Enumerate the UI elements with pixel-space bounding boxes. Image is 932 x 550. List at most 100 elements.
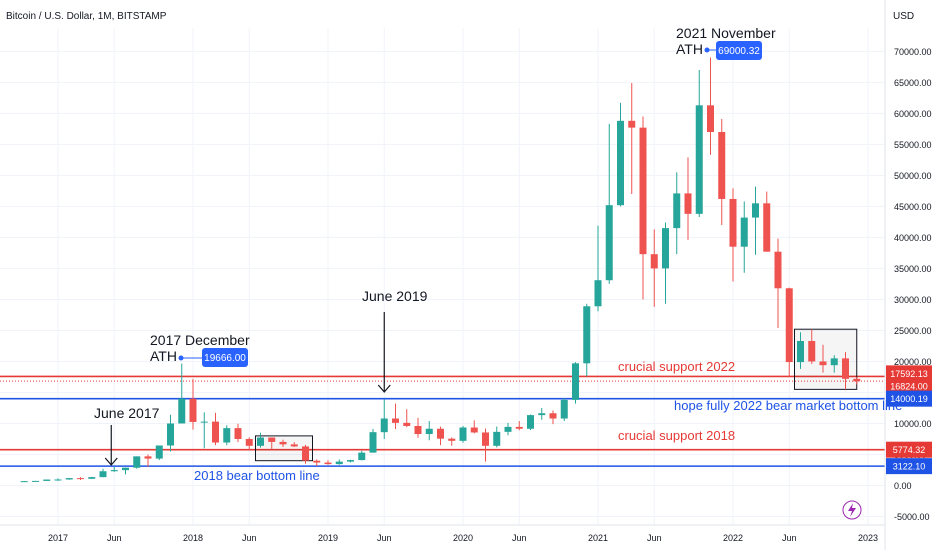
x-tick-label: 2019 <box>318 533 338 543</box>
price-tag-label: 14000.19 <box>890 394 928 404</box>
candle <box>122 467 129 475</box>
candle-body <box>20 481 28 483</box>
candle <box>178 363 186 424</box>
candle <box>335 459 343 465</box>
y-tick-label: 25000.00 <box>894 326 932 336</box>
y-tick-label: -5000.00 <box>894 512 930 522</box>
candle <box>223 425 231 446</box>
candle <box>740 201 748 273</box>
ath-2017-dot <box>178 355 184 361</box>
range-boxes <box>255 328 858 462</box>
price-tag <box>886 390 932 407</box>
candle <box>167 414 174 452</box>
candle-body <box>65 478 73 480</box>
candle <box>212 412 219 446</box>
y-tick-label: 65000.00 <box>894 78 932 88</box>
candle-body <box>605 205 613 281</box>
candle-body <box>819 361 827 366</box>
candle-body <box>155 445 163 459</box>
candle <box>380 399 388 439</box>
x-tick-label: 2023 <box>858 533 878 543</box>
candle <box>414 417 422 438</box>
candle <box>628 82 636 195</box>
ath-2021-subtitle: ATH <box>676 41 703 57</box>
x-tick-label: Jun <box>647 533 662 543</box>
candle <box>662 222 669 304</box>
candle-body <box>358 452 366 461</box>
candle-body <box>830 358 838 366</box>
candle-body <box>538 413 546 416</box>
candle-body <box>527 415 534 429</box>
candle <box>290 442 298 448</box>
candle <box>448 437 456 446</box>
candle <box>425 420 433 441</box>
horizontal-levels <box>0 375 885 467</box>
candle <box>718 118 726 226</box>
candle-body <box>493 431 501 446</box>
candle <box>482 428 489 462</box>
candle <box>358 450 366 461</box>
bottom-2022-note: hope fully 2022 bear market bottom line <box>674 398 902 413</box>
candle-body <box>212 421 219 443</box>
candle <box>650 229 658 307</box>
june-2019-label: June 2019 <box>362 288 428 304</box>
candle-body <box>808 340 816 362</box>
candle-body <box>560 399 568 419</box>
price-tags: 17592.13 16824.00 14000.19 5774.32 3122.10 <box>886 365 932 475</box>
candle <box>43 479 51 481</box>
candle <box>279 439 287 448</box>
candle <box>369 429 377 453</box>
x-tick-label: 2021 <box>588 533 608 543</box>
candle-body <box>144 456 152 459</box>
candle-body <box>43 479 51 481</box>
candle <box>763 191 771 252</box>
candle <box>504 422 512 436</box>
annotation-arrows <box>104 312 391 466</box>
candle-body <box>707 105 714 132</box>
candle <box>245 437 253 450</box>
candle <box>88 476 96 479</box>
candle <box>324 460 332 465</box>
candle <box>155 445 163 461</box>
candle-body <box>54 479 62 481</box>
price-tag <box>886 441 932 458</box>
candle <box>695 69 703 217</box>
ath-2021-title: 2021 November <box>676 25 776 41</box>
ath-2021-value: 69000.32 <box>718 46 760 57</box>
price-tag-label: 17592.13 <box>890 369 928 379</box>
candle <box>313 459 321 467</box>
candle-body <box>369 432 377 453</box>
candle-body <box>515 426 523 429</box>
candle-body <box>257 437 264 446</box>
candle <box>515 420 523 431</box>
candle-body <box>167 423 174 446</box>
candle-body <box>380 418 388 433</box>
bottom-2018-note: 2018 bear bottom line <box>194 468 320 483</box>
candle <box>538 407 546 420</box>
candle <box>20 481 28 483</box>
candle <box>808 329 816 364</box>
candle <box>684 157 692 240</box>
candle-body <box>324 462 332 465</box>
y-tick-label: 20000.00 <box>894 357 932 367</box>
y-tick-label: 35000.00 <box>894 264 932 274</box>
candle <box>572 362 579 404</box>
price-tag <box>886 458 932 475</box>
candle-body <box>628 120 636 128</box>
x-tick-label: 2017 <box>48 533 68 543</box>
candle-body <box>178 398 186 424</box>
candle <box>302 444 309 464</box>
candle-body <box>639 127 647 255</box>
candle-body <box>347 460 354 462</box>
candle-body <box>245 438 253 446</box>
price-tag-label: 16824.00 <box>890 382 928 392</box>
currency-label: USD <box>893 11 914 22</box>
candle <box>842 352 849 390</box>
candle-body <box>189 398 197 422</box>
candle-body <box>785 288 793 363</box>
candle-body <box>763 203 771 252</box>
candle-body <box>425 428 433 435</box>
candle-body <box>650 254 658 269</box>
candle <box>54 478 62 481</box>
